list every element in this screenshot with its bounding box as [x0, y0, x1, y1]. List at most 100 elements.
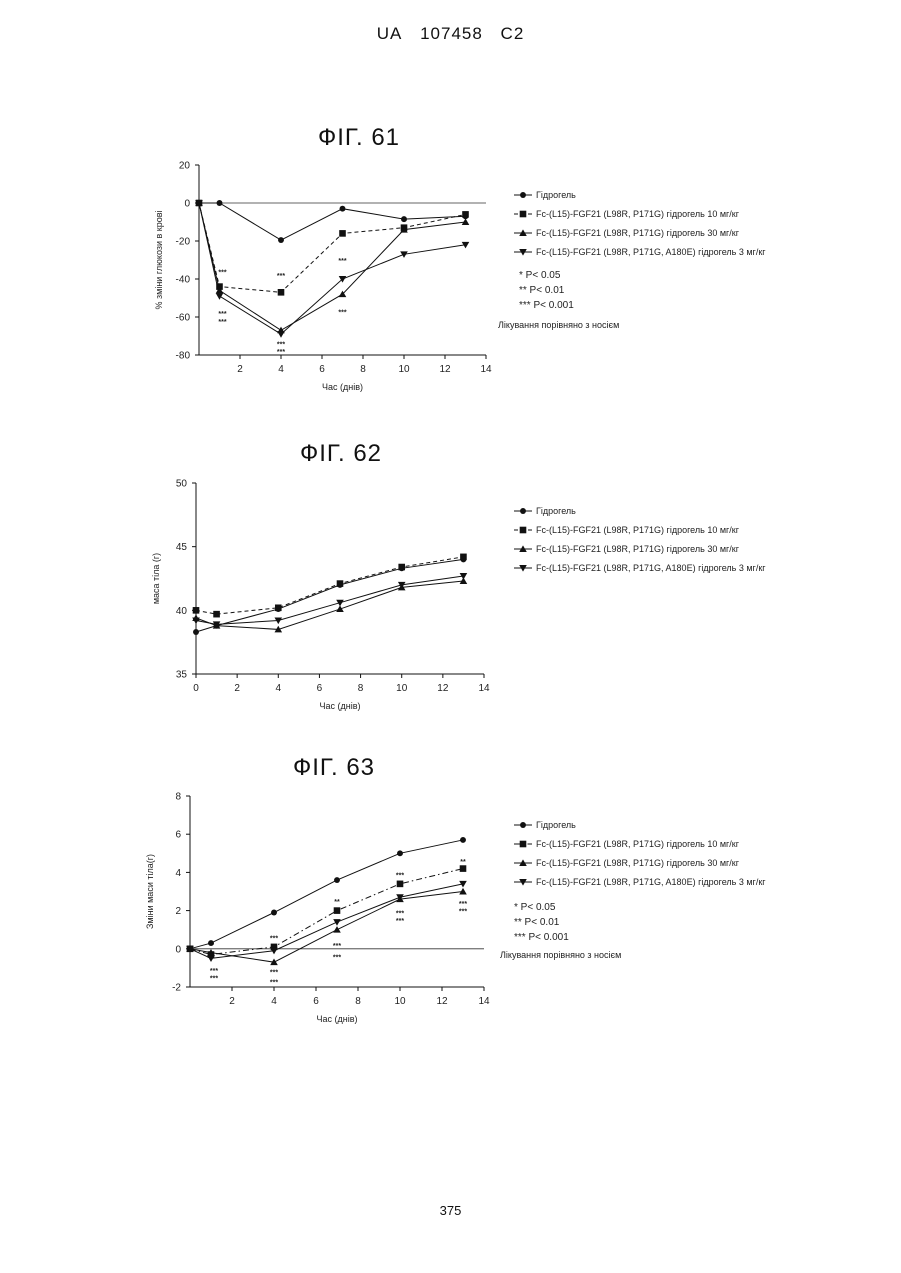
legend-label: Fc-(L15)-FGF21 (L98R, P171G) гідрогель 1… [536, 839, 740, 849]
series-line [199, 203, 466, 240]
y-axis-label: % зміни глюкози в крові [154, 210, 164, 309]
significance-label: *** [218, 269, 226, 276]
x-tick-label: 10 [398, 364, 410, 375]
legend-marker-circle [520, 822, 526, 828]
significance-label: *** [270, 979, 278, 986]
figure-62-title: ФІГ. 62 [300, 440, 382, 468]
y-axis-label: Зміни маси тіла(г) [145, 854, 155, 929]
y-tick-label: 50 [176, 479, 188, 490]
x-axis-label: Час (днів) [316, 1014, 357, 1024]
comparison-note: Лікування порівняно з носієм [498, 320, 619, 330]
data-point-circle [334, 877, 340, 883]
legend-marker-circle [520, 508, 526, 514]
data-point-square [460, 865, 467, 872]
y-tick-label: 35 [176, 670, 188, 681]
series-1 [196, 200, 468, 243]
data-point-triangle-down [333, 919, 341, 926]
series-2 [193, 554, 467, 618]
significance-label: *** [218, 319, 226, 326]
data-point-triangle-down [400, 251, 408, 258]
data-point-circle [401, 216, 407, 222]
series-4 [195, 200, 469, 338]
x-tick-label: 12 [439, 364, 451, 375]
p-value-note: ** P< 0.01 [514, 917, 560, 928]
y-tick-label: 4 [175, 868, 181, 879]
x-tick-label: 4 [278, 364, 284, 375]
data-point-circle [397, 850, 403, 856]
p-value-note: ** P< 0.01 [519, 285, 565, 296]
legend-label: Гідрогель [536, 506, 576, 516]
x-tick-label: 8 [360, 364, 366, 375]
y-tick-label: -2 [172, 983, 181, 994]
x-tick-label: 14 [480, 364, 492, 375]
significance-label: *** [210, 968, 218, 975]
legend-marker-circle [520, 192, 526, 198]
legend-label: Fc-(L15)-FGF21 (L98R, P171G) гідрогель 3… [536, 544, 740, 554]
legend-label: Fc-(L15)-FGF21 (L98R, P171G, A180E) гідр… [536, 877, 766, 887]
x-tick-label: 14 [478, 683, 490, 694]
significance-label: *** [277, 342, 285, 349]
legend-marker-square [520, 527, 527, 534]
y-tick-label: 2 [175, 906, 181, 917]
series-3 [192, 577, 467, 632]
data-point-triangle-down [216, 293, 224, 300]
legend-label: Fc-(L15)-FGF21 (L98R, P171G) гідрогель 1… [536, 209, 740, 219]
series-line [190, 840, 463, 949]
y-tick-label: -20 [176, 237, 191, 248]
x-tick-label: 10 [394, 996, 406, 1007]
data-point-triangle-up [336, 605, 344, 612]
patent-office: UA [377, 24, 403, 43]
data-point-circle [208, 940, 214, 946]
data-point-triangle-up [333, 926, 341, 933]
series-line [190, 869, 463, 955]
x-tick-label: 6 [319, 364, 325, 375]
significance-label: ** [334, 899, 340, 906]
data-point-triangle-down [207, 955, 215, 962]
x-tick-label: 2 [234, 683, 240, 694]
significance-label: *** [277, 349, 285, 356]
p-value-note: * P< 0.05 [514, 902, 556, 913]
data-point-square [462, 211, 469, 218]
significance-label: *** [338, 258, 346, 265]
data-point-triangle-down [396, 894, 404, 901]
y-tick-label: -80 [176, 351, 191, 362]
data-point-square [460, 554, 467, 561]
series-line [196, 559, 463, 632]
legend-label: Fc-(L15)-FGF21 (L98R, P171G, A180E) гідр… [536, 563, 766, 573]
x-tick-label: 0 [193, 683, 199, 694]
page-number: 375 [0, 1203, 901, 1218]
figure-62-chart: 5045403502468101214Час (днів)маса тіла (… [0, 472, 901, 722]
y-tick-label: 45 [176, 542, 188, 553]
y-tick-label: 6 [175, 830, 181, 841]
x-tick-label: 4 [271, 996, 277, 1007]
significance-label: *** [459, 909, 467, 916]
x-tick-label: 2 [229, 996, 235, 1007]
data-point-circle [217, 200, 223, 206]
significance-label: *** [396, 918, 404, 925]
series-1 [187, 837, 466, 952]
legend-label: Fc-(L15)-FGF21 (L98R, P171G) гідрогель 1… [536, 525, 740, 535]
significance-label: *** [277, 273, 285, 280]
patent-number: 107458 [420, 24, 483, 43]
data-point-triangle-down [277, 331, 285, 338]
legend-label: Гідрогель [536, 820, 576, 830]
data-point-circle [278, 237, 284, 243]
legend-label: Fc-(L15)-FGF21 (L98R, P171G) гідрогель 3… [536, 228, 740, 238]
y-tick-label: 0 [184, 199, 190, 210]
data-point-square [275, 604, 282, 611]
significance-label: *** [338, 309, 346, 316]
series-line [199, 203, 466, 330]
data-point-circle [271, 910, 277, 916]
series-4 [186, 881, 467, 962]
significance-label: *** [210, 975, 218, 982]
data-point-square [398, 564, 405, 571]
y-tick-label: 40 [176, 606, 188, 617]
y-tick-label: 0 [175, 944, 181, 955]
x-tick-label: 8 [358, 683, 364, 694]
data-point-square [213, 611, 220, 618]
data-point-triangle-up [459, 888, 467, 895]
legend-marker-square [520, 841, 527, 848]
y-tick-label: 8 [175, 792, 181, 803]
x-tick-label: 10 [396, 683, 408, 694]
y-tick-label: -60 [176, 313, 191, 324]
